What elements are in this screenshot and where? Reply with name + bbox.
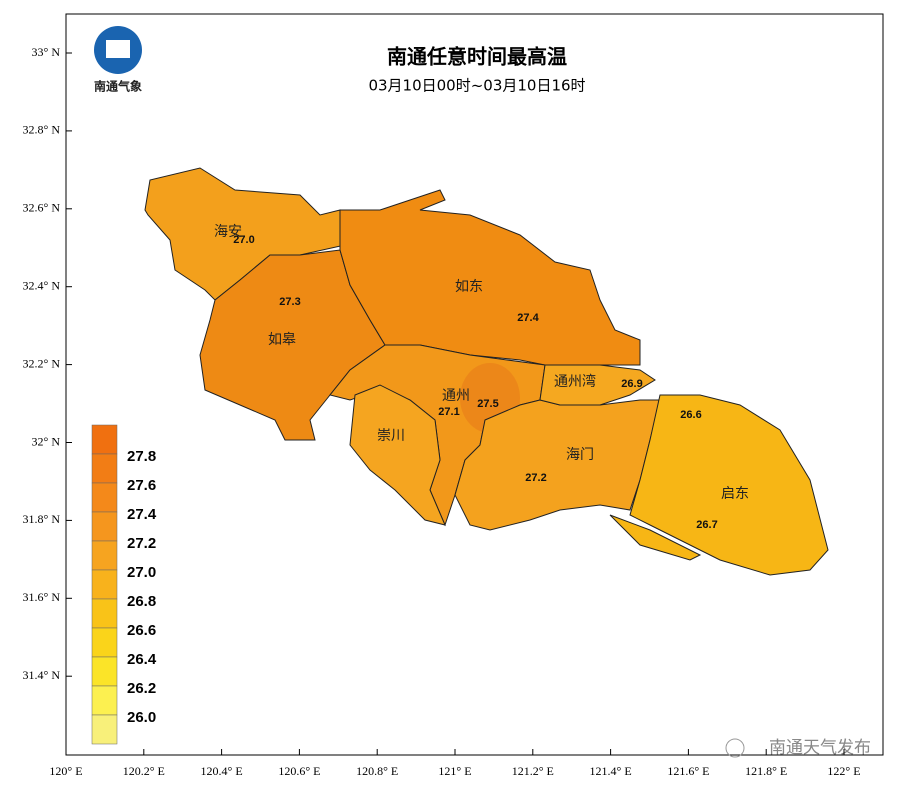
legend-swatch xyxy=(91,511,118,542)
x-tick-label: 120.2° E xyxy=(123,764,165,778)
region-name: 海安 xyxy=(214,224,242,240)
region-qidong xyxy=(629,394,829,576)
x-tick-label: 120° E xyxy=(49,764,82,778)
value-label: 26.7 xyxy=(696,519,717,531)
region-name: 通州 xyxy=(442,388,470,404)
legend-label: 26.8 xyxy=(127,593,156,610)
x-tick-label: 121.4° E xyxy=(590,764,632,778)
logo-text: 南通气象 xyxy=(94,79,142,94)
y-tick-label: 31.4° N xyxy=(23,668,61,682)
legend-swatch xyxy=(91,656,118,687)
region-name: 启东 xyxy=(721,486,749,502)
value-label: 26.6 xyxy=(680,409,701,421)
legend-label: 26.0 xyxy=(127,709,156,726)
x-tick-label: 120.8° E xyxy=(356,764,398,778)
region-name: 海门 xyxy=(566,447,594,463)
legend-swatch xyxy=(91,685,118,716)
region-name: 如皋 xyxy=(268,332,296,348)
legend-label: 26.2 xyxy=(127,680,156,697)
legend-label: 27.2 xyxy=(127,535,156,552)
x-tick-label: 120.6° E xyxy=(278,764,320,778)
legend-swatch xyxy=(91,627,118,658)
title: 南通任意时间最高温 xyxy=(387,45,567,69)
x-tick-label: 122° E xyxy=(827,764,860,778)
value-label: 27.2 xyxy=(525,472,546,484)
value-label: 27.4 xyxy=(517,312,539,324)
legend-label: 27.0 xyxy=(127,564,156,581)
legend-swatch xyxy=(91,424,118,455)
value-label: 27.0 xyxy=(233,234,254,246)
x-tick-label: 120.4° E xyxy=(201,764,243,778)
legend-swatch xyxy=(91,714,118,745)
legend-swatch xyxy=(91,598,118,629)
island xyxy=(609,514,702,561)
region-tongzhouwan xyxy=(539,364,656,406)
legend-swatch xyxy=(91,482,118,513)
legend-label: 26.6 xyxy=(127,622,156,639)
legend-swatch xyxy=(91,569,118,600)
region-name: 崇川 xyxy=(377,428,405,444)
legend-label: 27.8 xyxy=(127,448,156,465)
subtitle: 03月10日00时~03月10日16时 xyxy=(368,77,585,95)
y-tick-label: 32° N xyxy=(32,434,61,448)
legend-swatch xyxy=(91,453,118,484)
region-rudong xyxy=(339,189,641,366)
y-tick-label: 32.6° N xyxy=(23,201,61,215)
region-name: 通州湾 xyxy=(554,373,596,390)
x-tick-label: 121° E xyxy=(438,764,471,778)
value-label: 27.3 xyxy=(279,296,300,308)
value-label: 26.9 xyxy=(621,378,642,390)
value-label: 27.5 xyxy=(477,398,498,410)
x-tick-label: 121.2° E xyxy=(512,764,554,778)
y-tick-label: 32.8° N xyxy=(23,123,61,137)
x-tick-label: 121.8° E xyxy=(745,764,787,778)
watermark-icon xyxy=(725,738,745,758)
x-tick-label: 121.6° E xyxy=(667,764,709,778)
y-tick-label: 32.4° N xyxy=(23,278,61,292)
y-tick-label: 32.2° N xyxy=(23,356,61,370)
legend-swatch xyxy=(91,540,118,571)
legend-label: 26.4 xyxy=(127,651,157,668)
value-label: 27.1 xyxy=(438,406,459,418)
y-tick-label: 31.8° N xyxy=(23,512,61,526)
y-tick-label: 33° N xyxy=(32,45,61,59)
region-chongchuan xyxy=(349,384,446,526)
legend-label: 27.4 xyxy=(127,506,157,523)
legend-label: 27.6 xyxy=(127,477,156,494)
y-tick-label: 31.6° N xyxy=(23,590,61,604)
watermark: 南通天气发布 xyxy=(769,738,871,758)
logo-icon-inner xyxy=(106,40,130,58)
region-name: 如东 xyxy=(455,279,483,295)
